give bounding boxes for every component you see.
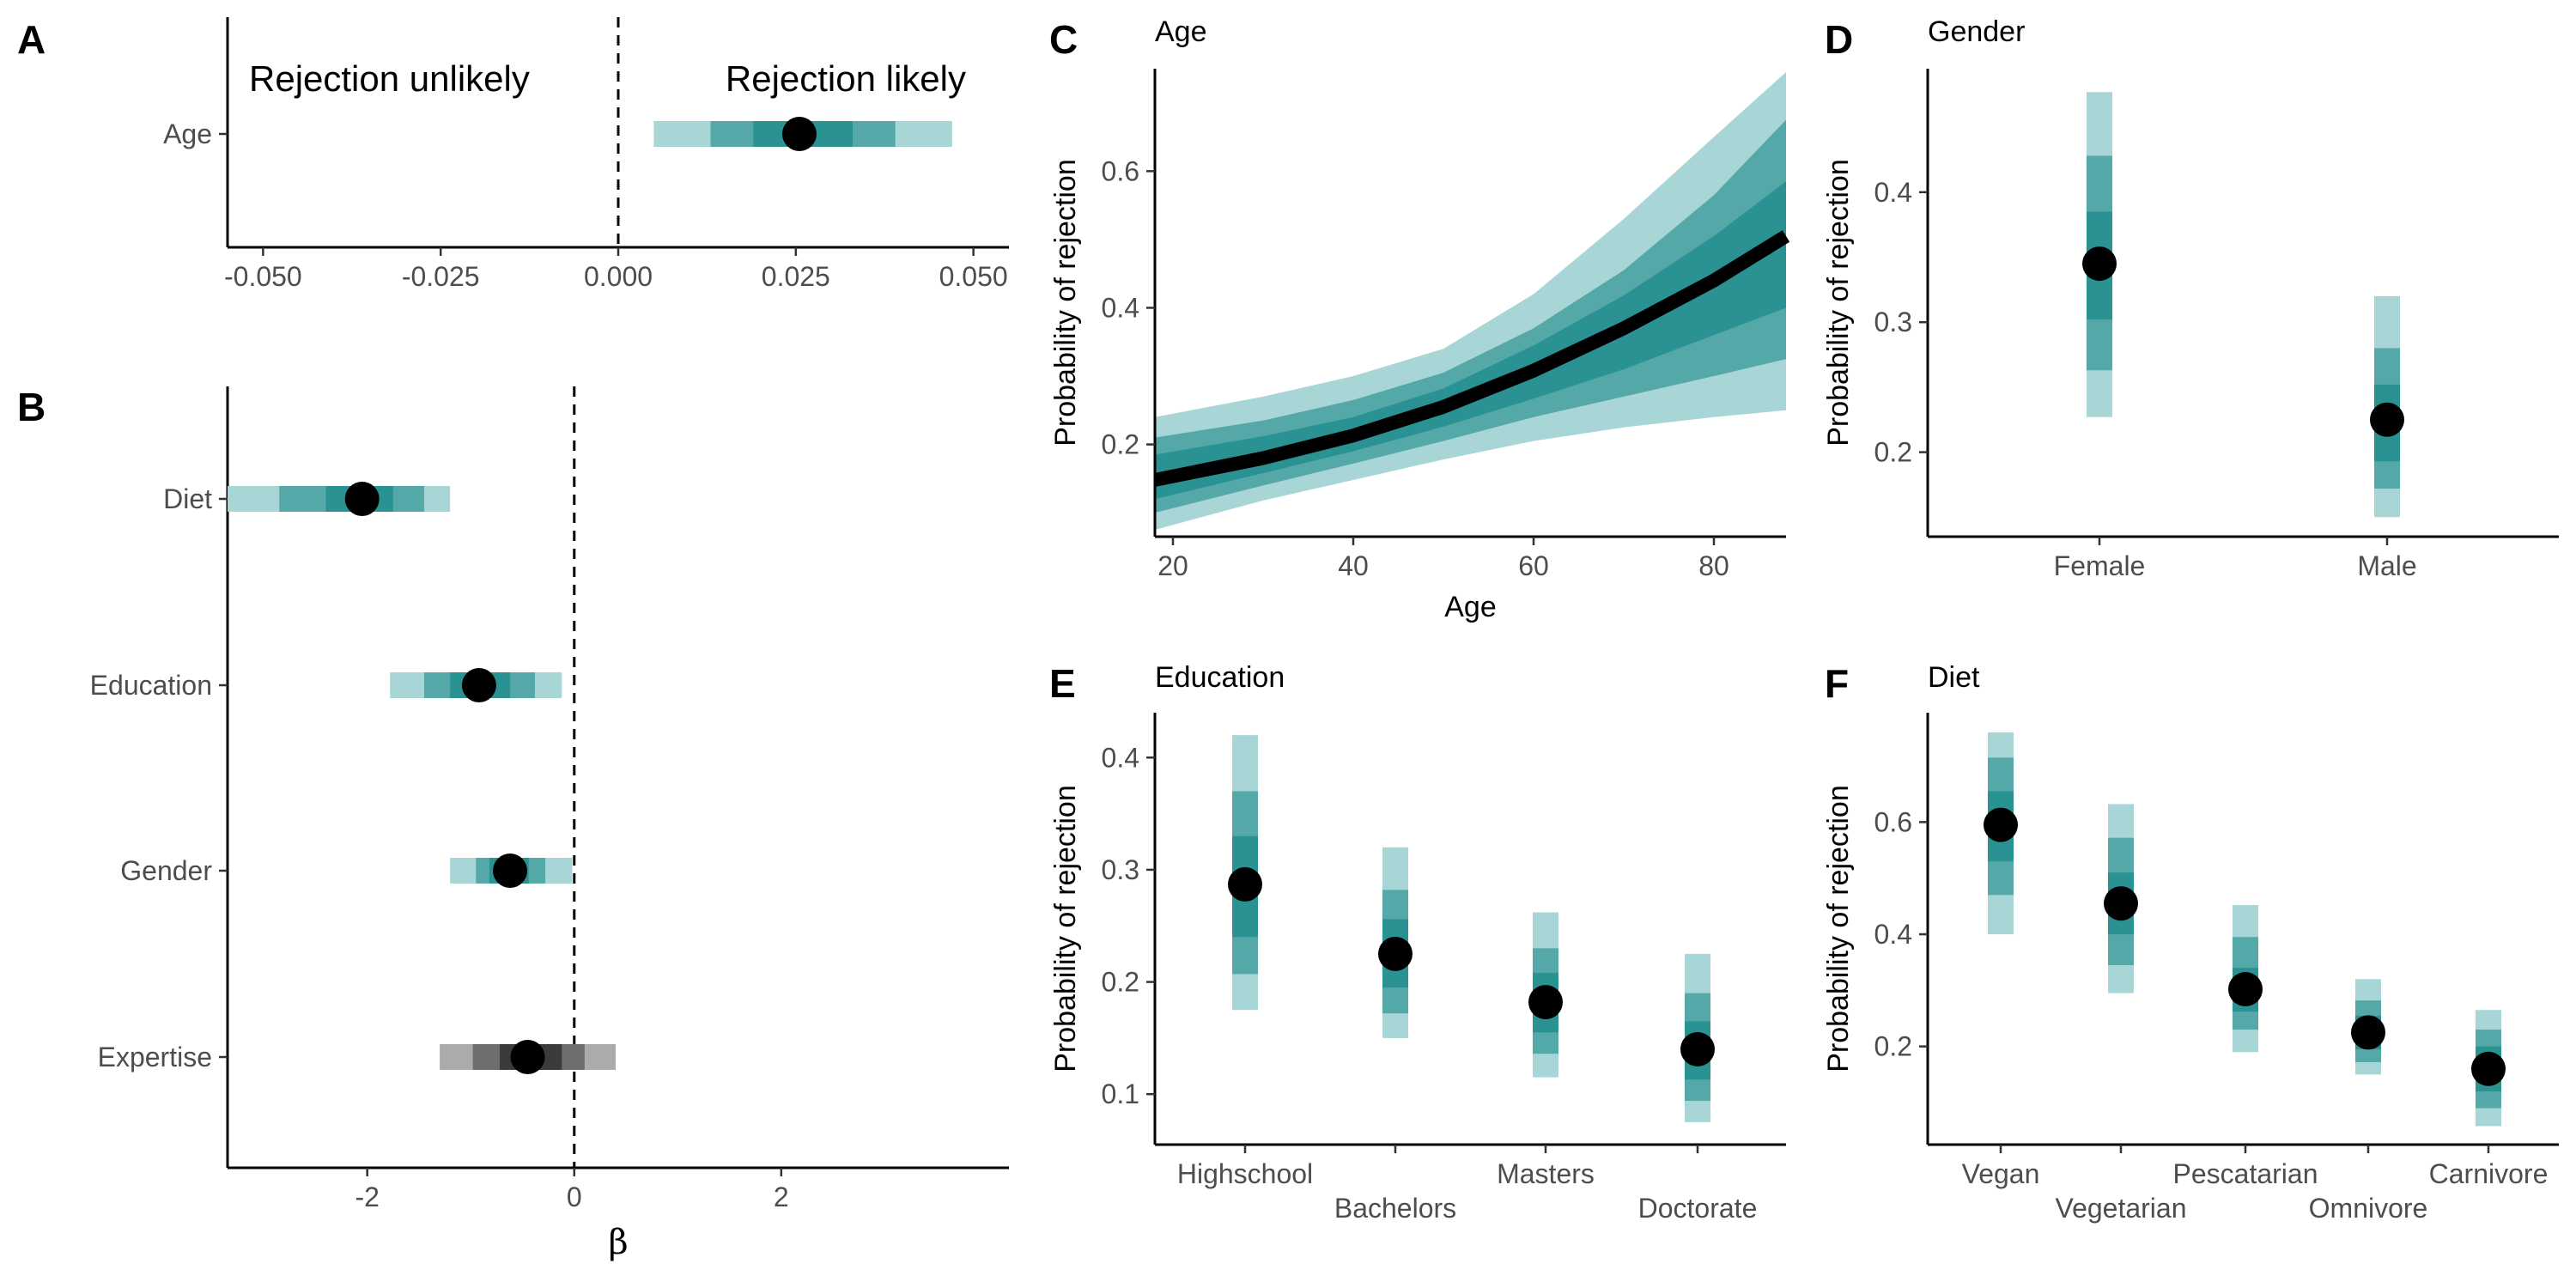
estimate-point bbox=[344, 482, 380, 516]
x-tick-label: Vegetarian bbox=[2055, 1193, 2186, 1224]
y-axis-title: Probability of rejection bbox=[1049, 159, 1082, 447]
y-tick-label: Diet bbox=[163, 483, 212, 514]
panel-label-f: F bbox=[1825, 661, 1849, 706]
panel-title-c: Age bbox=[1155, 15, 1207, 48]
x-tick-label: 0.050 bbox=[939, 261, 1008, 292]
x-tick-label: Bachelors bbox=[1334, 1193, 1456, 1224]
y-tick-label: 0.2 bbox=[1874, 1031, 1912, 1062]
panel-label-e: E bbox=[1049, 661, 1076, 706]
y-tick-label: Education bbox=[90, 670, 212, 701]
x-tick-label: 80 bbox=[1698, 550, 1729, 581]
x-axis-title: β bbox=[608, 1223, 628, 1262]
estimate-point bbox=[510, 1040, 545, 1074]
x-tick-label: 60 bbox=[1518, 550, 1549, 581]
x-tick-label: Pescatarian bbox=[2173, 1158, 2318, 1189]
x-tick-label: Omnivore bbox=[2309, 1193, 2428, 1224]
estimate-point bbox=[493, 854, 528, 888]
estimate-point bbox=[1528, 985, 1563, 1020]
x-tick-label: -2 bbox=[355, 1182, 379, 1212]
estimate-point bbox=[1984, 807, 2018, 842]
y-tick-label: Expertise bbox=[98, 1042, 212, 1072]
annotation-rejection-unlikely: Rejection unlikely bbox=[249, 58, 530, 99]
y-tick-label: Age bbox=[163, 118, 212, 149]
x-tick-label: 0 bbox=[567, 1182, 582, 1212]
x-tick-label: Male bbox=[2357, 550, 2416, 581]
y-tick-label: 0.6 bbox=[1102, 155, 1139, 186]
x-axis-title: Age bbox=[1444, 591, 1497, 623]
panel-b: B -2 0 2 Diet Education Gender Expertise β bbox=[17, 385, 1009, 1262]
panel-label-d: D bbox=[1825, 17, 1853, 62]
x-tick-label: -0.025 bbox=[402, 261, 480, 292]
x-tick-label: Highschool bbox=[1177, 1158, 1313, 1189]
y-tick-label: 0.2 bbox=[1102, 967, 1139, 998]
estimate-point bbox=[781, 117, 817, 151]
mean-line bbox=[1153, 230, 1790, 487]
panel-f: F Diet 0.2 0.4 0.6 Vegan Vegetarian Pescatari… bbox=[1822, 661, 2559, 1224]
x-tick-label: 0.000 bbox=[584, 261, 653, 292]
estimate-point bbox=[2370, 402, 2404, 437]
y-tick-label: 0.4 bbox=[1102, 742, 1139, 773]
y-tick-label: 0.2 bbox=[1102, 429, 1139, 460]
y-tick-label: 0.3 bbox=[1874, 307, 1912, 337]
estimate-point bbox=[1680, 1031, 1715, 1066]
x-tick-label: Vegan bbox=[1962, 1158, 2040, 1189]
estimate-point bbox=[2082, 246, 2117, 282]
estimate-point bbox=[1378, 936, 1413, 971]
y-tick-label: 0.1 bbox=[1102, 1078, 1139, 1109]
x-tick-label: Carnivore bbox=[2429, 1158, 2549, 1189]
estimate-point bbox=[2104, 886, 2138, 921]
y-tick-label: Gender bbox=[120, 855, 212, 886]
y-axis-title: Probability of rejection bbox=[1049, 785, 1082, 1072]
y-tick-label: 0.4 bbox=[1102, 292, 1139, 323]
panel-e: E Education 0.1 0.2 0.3 0.4 Highschool Bachel… bbox=[1049, 661, 1786, 1224]
panel-c: C Age 20 40 60 80 0.2 0.4 0.6 Age Probability of… bbox=[1049, 15, 1790, 623]
y-tick-label: 0.6 bbox=[1874, 806, 1912, 837]
y-axis-title: Probability of rejection bbox=[1822, 785, 1855, 1072]
x-tick-label: -0.050 bbox=[224, 261, 302, 292]
estimate-point bbox=[2351, 1015, 2385, 1050]
panel-title-f: Diet bbox=[1928, 661, 1980, 694]
panel-label-b: B bbox=[17, 385, 46, 429]
y-tick-label: 0.3 bbox=[1102, 854, 1139, 885]
panel-title-e: Education bbox=[1155, 661, 1285, 694]
estimate-point bbox=[1228, 866, 1262, 902]
annotation-rejection-likely: Rejection likely bbox=[726, 58, 966, 99]
x-tick-label: 0.025 bbox=[762, 261, 830, 292]
x-tick-label: Female bbox=[2054, 550, 2146, 581]
y-axis-title: Probability of rejection bbox=[1822, 159, 1855, 447]
y-tick-label: 0.4 bbox=[1874, 177, 1912, 208]
panel-label-c: C bbox=[1049, 17, 1078, 62]
panel-title-d: Gender bbox=[1928, 15, 2025, 48]
estimate-point bbox=[461, 668, 496, 702]
panel-a: A -0.050 -0.025 0.000 0.025 0.050 Age Rejectio… bbox=[17, 17, 1009, 292]
x-tick-label: 20 bbox=[1157, 550, 1188, 581]
x-tick-label: Masters bbox=[1497, 1158, 1595, 1189]
estimate-point bbox=[2228, 972, 2263, 1007]
x-tick-label: 40 bbox=[1338, 550, 1369, 581]
x-tick-label: Doctorate bbox=[1638, 1193, 1758, 1224]
y-tick-label: 0.4 bbox=[1874, 919, 1912, 950]
x-tick-label: 2 bbox=[774, 1182, 789, 1212]
y-tick-label: 0.2 bbox=[1874, 437, 1912, 468]
estimate-point bbox=[2471, 1051, 2506, 1086]
panel-label-a: A bbox=[17, 17, 46, 62]
ribbon-middle bbox=[1155, 119, 1786, 513]
panel-d: D Gender 0.2 0.3 0.4 Female Male Probability … bbox=[1822, 15, 2559, 581]
